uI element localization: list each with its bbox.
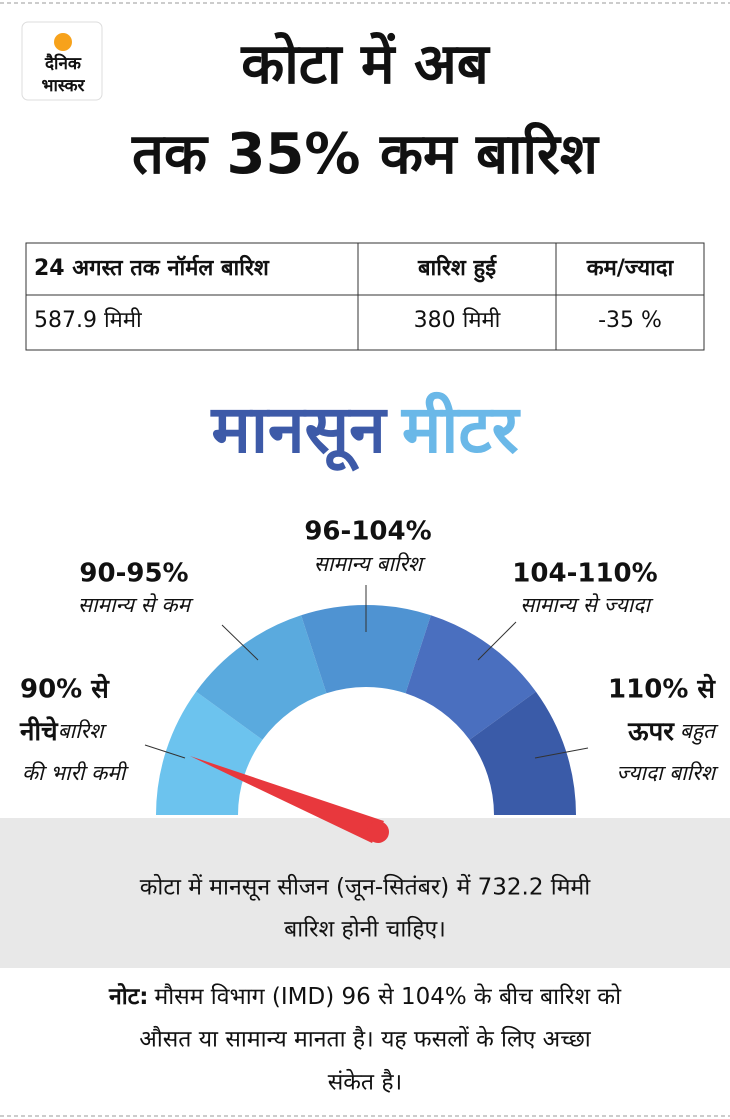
note-text: संकेत है।: [328, 1069, 403, 1096]
gauge: [156, 605, 576, 815]
segment-desc: सामान्य से कम: [78, 593, 195, 617]
title: कोटा में अब: [240, 31, 491, 97]
gauge-segment: [156, 691, 263, 815]
info-text: बारिश होनी चाहिए।: [284, 916, 446, 943]
pointer-lines: [144, 585, 589, 759]
segment-desc: बारिश: [58, 719, 107, 743]
gauge-segment: [196, 615, 327, 740]
needle-tip: [367, 821, 389, 843]
table-cell: -35 %: [598, 308, 662, 333]
info-box: [0, 818, 730, 968]
pointer-line: [221, 624, 259, 661]
logo-sun: [54, 33, 72, 51]
table-header: बारिश हुई: [417, 254, 497, 283]
gauge-segment: [301, 605, 431, 694]
logo-text: दैनिक: [44, 53, 82, 74]
gauge-segment: [405, 615, 536, 740]
needle: [190, 756, 384, 843]
table-cell: 587.9 मिमी: [34, 307, 142, 333]
segment-desc: बहुत: [680, 719, 719, 745]
note-text: औसत या सामान्य मानता है। यह फसलों के लिए…: [139, 1026, 592, 1053]
segment-desc: सामान्य बारिश: [314, 552, 426, 576]
meter-title-part: मानसून: [209, 391, 388, 472]
segment-range: 110% से: [608, 674, 716, 705]
note-line: मौसम विभाग (IMD) 96 से 104% के बीच बारिश…: [154, 983, 622, 1010]
note-label: नोट:: [108, 982, 149, 1010]
segment-range: 90-95%: [79, 559, 188, 589]
segment-range: 90% से: [20, 674, 110, 705]
meter-title: मानसून मीटर: [209, 391, 521, 472]
gauge-segment: [469, 691, 576, 815]
segment-desc: की भारी कमी: [22, 761, 129, 785]
table-header: कम/ज्यादा: [586, 256, 675, 281]
segment-desc: ज्यादा बारिश: [616, 761, 718, 785]
segment-desc: सामान्य से ज्यादा: [520, 593, 653, 617]
table-cell: 380 मिमी: [414, 307, 501, 333]
logo-text: भास्कर: [42, 76, 86, 96]
segment-range: 96-104%: [304, 517, 431, 547]
note-text: नोट: मौसम विभाग (IMD) 96 से 104% के बीच ब…: [108, 982, 622, 1010]
segment-range: नीचे: [19, 716, 59, 747]
segment-label: ऊपर बहुत: [627, 717, 719, 747]
table-header: 24 अगस्त तक नॉर्मल बारिश: [34, 254, 270, 281]
pointer-line: [144, 744, 186, 759]
table-border: [25, 242, 705, 351]
pointer-line: [477, 621, 517, 661]
title: तक 35% कम बारिश: [131, 121, 600, 187]
logo-box: [21, 21, 103, 101]
pointer-line: [534, 747, 589, 759]
segment-range: 104-110%: [512, 559, 657, 589]
segment-label: नीचेबारिश: [19, 716, 107, 747]
info-text: कोटा में मानसून सीजन (जून-सितंबर) में 73…: [140, 874, 592, 902]
table: 24 अगस्त तक नॉर्मल बारिश बारिश हुई कम/ज्…: [25, 242, 705, 351]
segment-range: ऊपर: [627, 717, 675, 747]
meter-title-part: मीटर: [400, 391, 522, 468]
